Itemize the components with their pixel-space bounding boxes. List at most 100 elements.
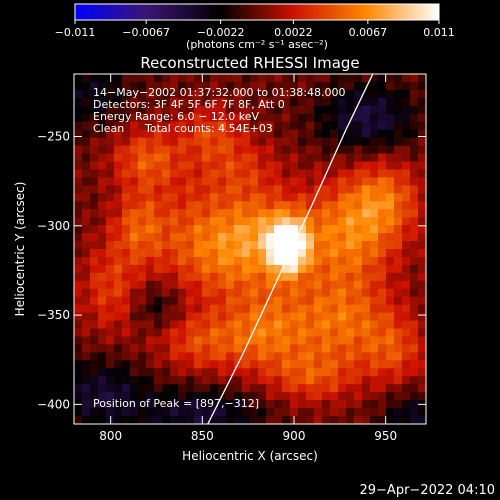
heatmap-cell bbox=[234, 145, 243, 155]
heatmap-cell bbox=[250, 256, 259, 266]
heatmap-cell bbox=[106, 360, 115, 369]
heatmap-cell bbox=[418, 129, 426, 139]
heatmap-cell bbox=[314, 384, 323, 393]
heatmap-cell bbox=[274, 145, 283, 155]
heatmap-cell bbox=[314, 336, 323, 346]
heatmap-cell bbox=[266, 384, 275, 393]
annotation-block: 14−May−2002 01:37:32.000 to 01:38:48.000… bbox=[93, 86, 346, 410]
heatmap-cell bbox=[210, 344, 219, 353]
annotation-peak-position: Position of Peak = [897,−312] bbox=[93, 397, 259, 410]
heatmap-cell bbox=[226, 352, 235, 361]
heatmap-cell bbox=[314, 169, 323, 178]
heatmap-cell bbox=[162, 201, 171, 210]
heatmap-cell bbox=[154, 344, 163, 353]
heatmap-cell bbox=[354, 272, 363, 282]
heatmap-cell bbox=[194, 272, 203, 282]
heatmap-cell bbox=[138, 312, 147, 322]
heatmap-cell bbox=[322, 296, 331, 306]
heatmap-cell bbox=[410, 288, 419, 298]
heatmap-cell bbox=[378, 312, 387, 322]
heatmap-cell bbox=[194, 408, 203, 417]
heatmap-cell bbox=[194, 217, 203, 226]
heatmap-cell bbox=[138, 352, 147, 361]
heatmap-cell bbox=[162, 328, 171, 338]
heatmap-cell bbox=[90, 408, 99, 417]
heatmap-cell bbox=[82, 280, 91, 290]
heatmap-cell bbox=[138, 169, 147, 178]
heatmap-cell bbox=[378, 256, 387, 266]
heatmap-cell bbox=[154, 169, 163, 178]
heatmap-cell bbox=[154, 81, 163, 91]
heatmap-cell bbox=[362, 336, 371, 346]
heatmap-cell bbox=[90, 416, 99, 424]
heatmap-cell bbox=[226, 296, 235, 306]
heatmap-cell bbox=[306, 408, 315, 417]
heatmap-cell bbox=[378, 408, 387, 417]
heatmap-cell bbox=[338, 153, 347, 163]
heatmap-cell bbox=[338, 185, 347, 194]
heatmap-cell bbox=[258, 272, 267, 282]
heatmap-cell bbox=[90, 177, 99, 186]
heatmap-cell bbox=[250, 201, 259, 210]
heatmap-cell bbox=[258, 201, 267, 210]
heatmap-cell bbox=[394, 113, 403, 123]
heatmap-cell bbox=[130, 153, 139, 163]
heatmap-cell bbox=[322, 129, 331, 139]
heatmap-cell bbox=[162, 177, 171, 186]
heatmap-cell bbox=[346, 225, 355, 234]
heatmap-cell bbox=[410, 177, 419, 186]
heatmap-cell bbox=[146, 185, 155, 194]
heatmap-cell bbox=[194, 416, 203, 424]
heatmap-cell bbox=[338, 264, 347, 274]
heatmap-cell bbox=[194, 264, 203, 274]
heatmap-cell bbox=[402, 368, 411, 377]
heatmap-cell bbox=[378, 376, 387, 385]
heatmap-cell bbox=[114, 408, 123, 417]
heatmap-cell bbox=[402, 89, 411, 99]
heatmap-cell bbox=[354, 408, 363, 417]
heatmap-cell bbox=[394, 105, 403, 115]
heatmap-cell bbox=[338, 296, 347, 306]
heatmap-cell bbox=[370, 177, 379, 186]
heatmap-cell bbox=[234, 264, 243, 274]
annotation-time-range: 14−May−2002 01:37:32.000 to 01:38:48.000 bbox=[93, 86, 346, 99]
heatmap-cell bbox=[282, 225, 291, 234]
heatmap-cell bbox=[330, 137, 339, 147]
heatmap-cell bbox=[274, 408, 283, 417]
heatmap-cell bbox=[202, 217, 211, 226]
heatmap-cell bbox=[418, 296, 426, 306]
heatmap-cell bbox=[138, 185, 147, 194]
heatmap-cell bbox=[194, 121, 203, 131]
heatmap-cell bbox=[146, 105, 155, 115]
heatmap-cell bbox=[234, 217, 243, 226]
heatmap-cell bbox=[210, 360, 219, 369]
heatmap-cell bbox=[378, 209, 387, 218]
heatmap-cell bbox=[146, 137, 155, 147]
heatmap-cell bbox=[106, 400, 115, 409]
heatmap-cell bbox=[114, 233, 123, 242]
heatmap-cell bbox=[98, 161, 107, 171]
heatmap-cell bbox=[226, 113, 235, 123]
heatmap-cell bbox=[106, 280, 115, 290]
heatmap-cell bbox=[138, 400, 147, 409]
heatmap-cell bbox=[370, 416, 379, 424]
heatmap-cell bbox=[234, 312, 243, 322]
heatmap-cell bbox=[186, 264, 195, 274]
heatmap-cell bbox=[146, 400, 155, 409]
heatmap-cell bbox=[394, 209, 403, 218]
heatmap-cell bbox=[282, 105, 291, 115]
heatmap-cell bbox=[322, 209, 331, 218]
heatmap-cell bbox=[226, 105, 235, 115]
heatmap-cell bbox=[322, 161, 331, 171]
heatmap-cell bbox=[82, 74, 91, 83]
heatmap-cell bbox=[386, 416, 395, 424]
x-tick-label: 900 bbox=[283, 429, 306, 443]
heatmap-cell bbox=[394, 256, 403, 266]
heatmap-cell bbox=[314, 352, 323, 361]
heatmap-cell bbox=[90, 296, 99, 306]
heatmap-cell bbox=[362, 209, 371, 218]
heatmap-cell bbox=[314, 256, 323, 266]
heatmap-cell bbox=[122, 81, 131, 91]
heatmap-cell bbox=[178, 352, 187, 361]
heatmap-cell bbox=[178, 336, 187, 346]
